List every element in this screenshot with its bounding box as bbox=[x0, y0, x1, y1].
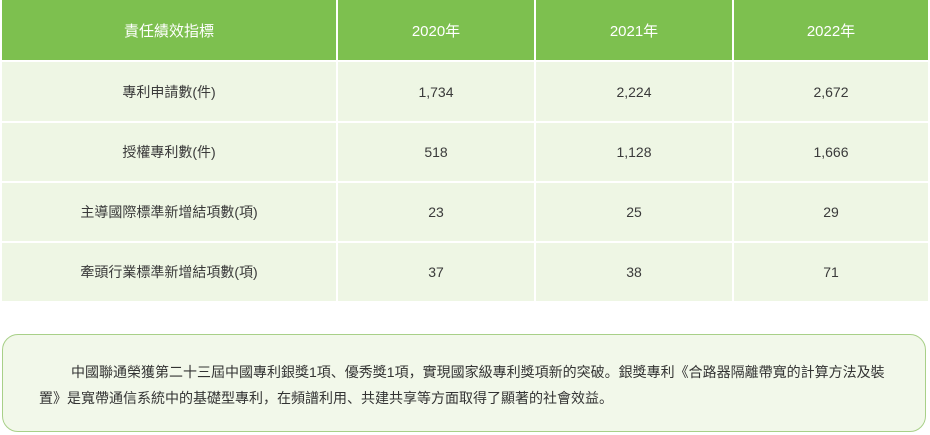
row-intl-standards-2020: 23 bbox=[338, 183, 534, 241]
header-indicator: 責任績效指標 bbox=[2, 0, 336, 60]
header-2020: 2020年 bbox=[338, 0, 534, 60]
row-intl-standards-label: 主導國際標準新增結項數(項) bbox=[2, 183, 336, 241]
row-industry-standards-2020: 37 bbox=[338, 243, 534, 301]
row-patent-applications-2022: 2,672 bbox=[734, 62, 928, 121]
row-industry-standards-2021: 38 bbox=[536, 243, 732, 301]
row-industry-standards-2022: 71 bbox=[734, 243, 928, 301]
note-text: 中國聯通榮獲第二十三屆中國專利銀獎1項、優秀獎1項，實現國家級專利獎項新的突破。… bbox=[39, 364, 885, 406]
note-box: 中國聯通榮獲第二十三屆中國專利銀獎1項、優秀獎1項，實現國家級專利獎項新的突破。… bbox=[2, 334, 926, 432]
kpi-table: 責任績效指標 2020年 2021年 2022年 專利申請數(件) 1,734 … bbox=[2, 0, 928, 301]
row-granted-patents-2022: 1,666 bbox=[734, 123, 928, 181]
row-patent-applications-2020: 1,734 bbox=[338, 62, 534, 121]
row-granted-patents-2020: 518 bbox=[338, 123, 534, 181]
row-industry-standards-label: 牽頭行業標準新增結項數(項) bbox=[2, 243, 336, 301]
row-granted-patents-label: 授權專利數(件) bbox=[2, 123, 336, 181]
row-patent-applications-2021: 2,224 bbox=[536, 62, 732, 121]
header-2021: 2021年 bbox=[536, 0, 732, 60]
row-intl-standards-2021: 25 bbox=[536, 183, 732, 241]
header-2022: 2022年 bbox=[734, 0, 928, 60]
row-granted-patents-2021: 1,128 bbox=[536, 123, 732, 181]
row-intl-standards-2022: 29 bbox=[734, 183, 928, 241]
row-patent-applications-label: 專利申請數(件) bbox=[2, 62, 336, 121]
